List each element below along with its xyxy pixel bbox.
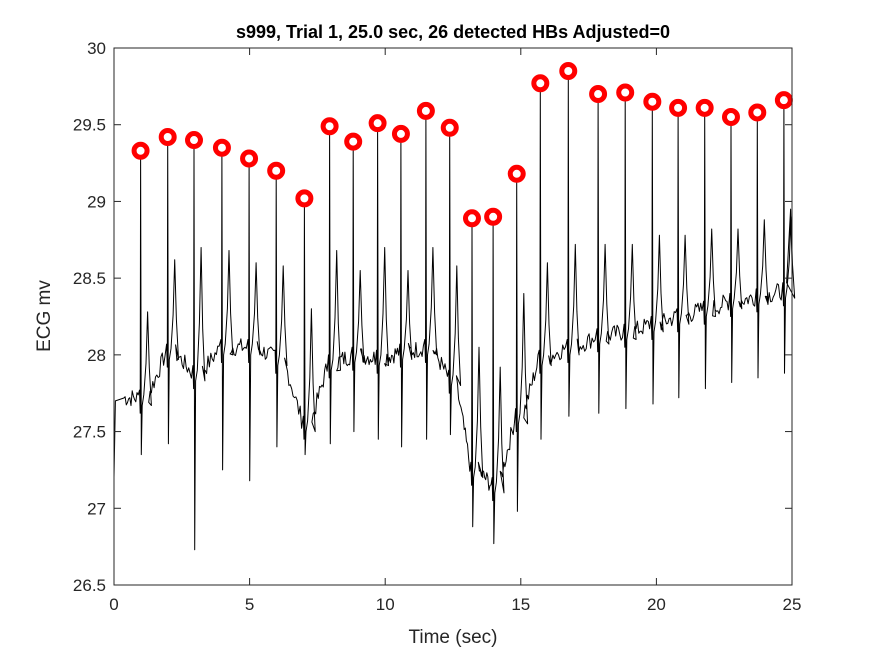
heartbeat-peak-marker xyxy=(774,91,793,110)
heartbeat-peak-marker xyxy=(721,108,740,127)
heartbeat-peak-marker xyxy=(559,62,578,81)
heartbeat-peak-marker xyxy=(695,98,714,117)
ecg-trace-layer xyxy=(113,70,796,551)
x-tick-label: 0 xyxy=(109,595,118,614)
y-tick-label: 26.5 xyxy=(73,576,106,595)
ecg-trace-line xyxy=(113,70,796,551)
heartbeat-peak-marker xyxy=(616,83,635,102)
x-tick-label: 15 xyxy=(511,595,530,614)
heartbeat-peak-marker xyxy=(391,124,410,143)
chart-title: s999, Trial 1, 25.0 sec, 26 detected HBs… xyxy=(236,22,670,42)
axis-tick-layer: 0 5 10 15 20 25 26.5 27 27.5 28 28.5 29 29.5 30 xyxy=(73,39,802,614)
heartbeat-peak-marker xyxy=(295,189,314,208)
heartbeat-peak-marker xyxy=(320,117,339,136)
heartbeat-peak-marker xyxy=(344,132,363,151)
y-tick-label: 27 xyxy=(87,499,106,518)
heartbeat-peak-marker xyxy=(131,141,150,160)
heartbeat-peak-marker xyxy=(185,131,204,150)
y-tick-label: 29 xyxy=(87,192,106,211)
heartbeat-peak-marker xyxy=(440,118,459,137)
x-axis-label: Time (sec) xyxy=(408,627,497,648)
x-tick-label: 20 xyxy=(647,595,666,614)
y-axis-label: ECG mv xyxy=(34,280,55,352)
heartbeat-peak-marker xyxy=(748,103,767,122)
heartbeat-peak-marker xyxy=(589,85,608,104)
heartbeat-peak-marker xyxy=(462,209,481,228)
heartbeat-peak-marker xyxy=(368,114,387,133)
heartbeat-peak-marker xyxy=(507,164,526,183)
x-tick-label: 5 xyxy=(245,595,254,614)
x-tick-label: 25 xyxy=(783,595,802,614)
heartbeat-peak-marker xyxy=(267,161,286,180)
heartbeat-peak-marker xyxy=(240,149,259,168)
x-tick-label: 10 xyxy=(376,595,395,614)
y-tick-label: 27.5 xyxy=(73,423,106,442)
heartbeat-peak-marker xyxy=(643,92,662,111)
heartbeat-peak-marker xyxy=(669,98,688,117)
heartbeat-peak-marker xyxy=(212,138,231,157)
heartbeat-peak-marker xyxy=(484,207,503,226)
plot-frame xyxy=(113,47,793,586)
y-tick-label: 28.5 xyxy=(73,269,106,288)
peak-marker-layer xyxy=(131,62,793,228)
y-tick-label: 29.5 xyxy=(73,116,106,135)
heartbeat-peak-marker xyxy=(158,127,177,146)
heartbeat-peak-marker xyxy=(531,74,550,93)
y-tick-label: 28 xyxy=(87,346,106,365)
heartbeat-peak-marker xyxy=(416,101,435,120)
y-tick-label: 30 xyxy=(87,39,106,58)
